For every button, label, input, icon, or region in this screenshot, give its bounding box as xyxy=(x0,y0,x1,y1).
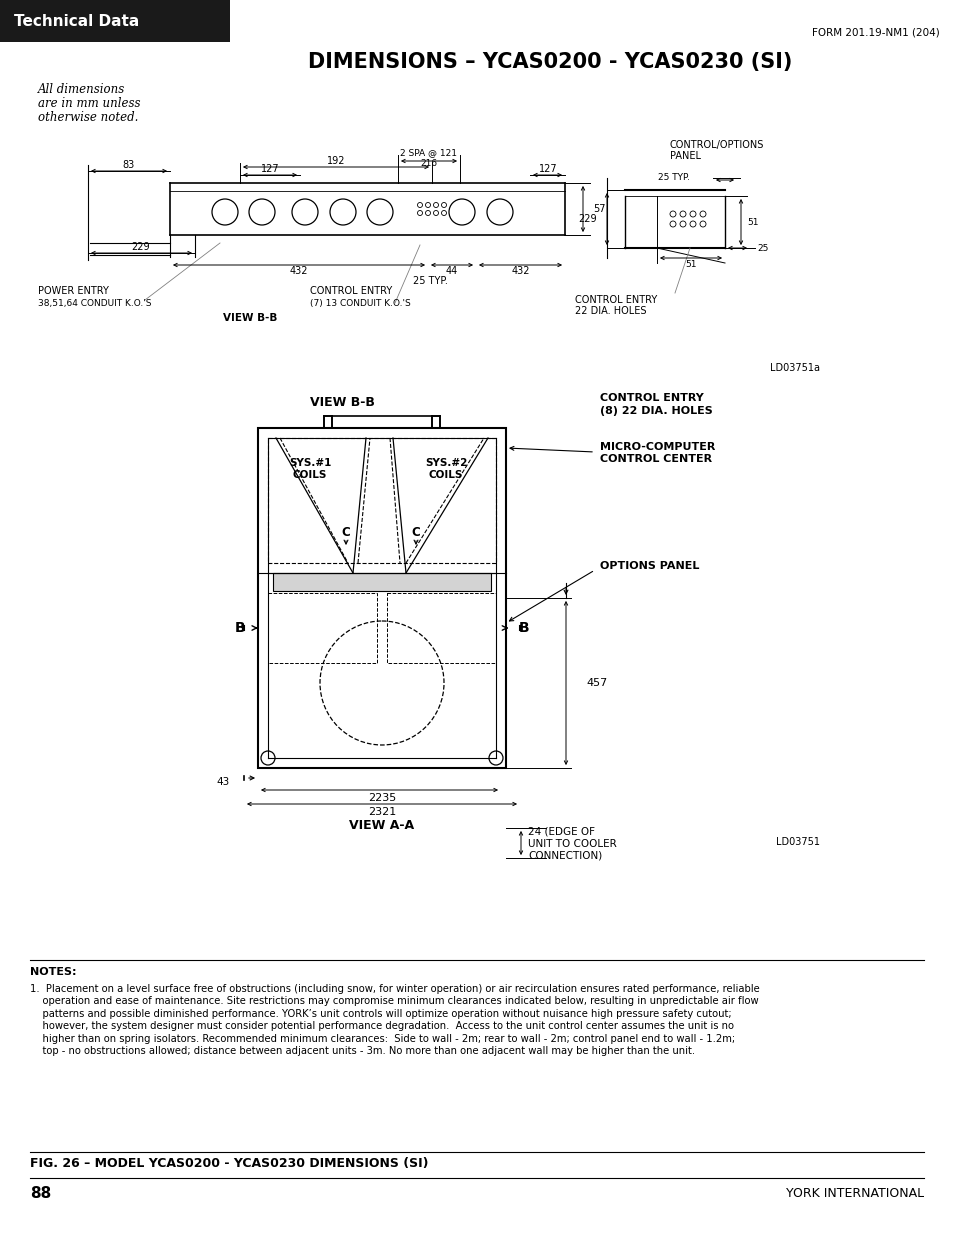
Bar xyxy=(387,593,496,663)
Text: however, the system designer must consider potential performance degradation.  A: however, the system designer must consid… xyxy=(30,1021,733,1031)
Text: LD03751a: LD03751a xyxy=(769,363,820,373)
Bar xyxy=(268,593,376,663)
Text: CONTROL ENTRY: CONTROL ENTRY xyxy=(310,287,392,296)
Text: patterns and possible diminished performance. YORK’s unit controls will optimize: patterns and possible diminished perform… xyxy=(30,1009,731,1019)
Text: FIG. 26 – MODEL YCAS0200 - YCAS0230 DIMENSIONS (SI): FIG. 26 – MODEL YCAS0200 - YCAS0230 DIME… xyxy=(30,1157,428,1171)
Text: OPTIONS PANEL: OPTIONS PANEL xyxy=(599,561,699,571)
Text: 38,51,64 CONDUIT K.O.'S: 38,51,64 CONDUIT K.O.'S xyxy=(38,299,152,308)
Text: operation and ease of maintenance. Site restrictions may compromise minimum clea: operation and ease of maintenance. Site … xyxy=(30,997,758,1007)
Text: VIEW B-B: VIEW B-B xyxy=(223,312,277,324)
Text: 457: 457 xyxy=(585,678,607,688)
Text: (8) 22 DIA. HOLES: (8) 22 DIA. HOLES xyxy=(599,406,712,416)
Bar xyxy=(268,438,496,563)
Text: CONTROL ENTRY: CONTROL ENTRY xyxy=(599,393,703,403)
Text: B: B xyxy=(234,621,245,635)
Text: 2235: 2235 xyxy=(368,793,395,803)
Text: SYS.#1: SYS.#1 xyxy=(289,458,331,468)
Text: COILS: COILS xyxy=(293,471,327,480)
Text: YORK INTERNATIONAL: YORK INTERNATIONAL xyxy=(785,1188,923,1200)
Text: 1.  Placement on a level surface free of obstructions (including snow, for winte: 1. Placement on a level surface free of … xyxy=(30,984,759,994)
Text: 25 TYP.: 25 TYP. xyxy=(658,173,689,182)
Text: All dimensions: All dimensions xyxy=(38,83,125,96)
Text: 127: 127 xyxy=(260,164,279,174)
Text: 432: 432 xyxy=(511,266,530,275)
Text: higher than on spring isolators. Recommended minimum clearances:  Side to wall -: higher than on spring isolators. Recomme… xyxy=(30,1034,735,1044)
Text: CONTROL CENTER: CONTROL CENTER xyxy=(599,454,711,464)
Text: Technical Data: Technical Data xyxy=(14,14,139,28)
Text: SYS.#2: SYS.#2 xyxy=(424,458,467,468)
Text: 57: 57 xyxy=(593,204,605,214)
Text: 2 SPA @ 121: 2 SPA @ 121 xyxy=(400,148,457,158)
Text: 43: 43 xyxy=(216,777,230,787)
Text: 22 DIA. HOLES: 22 DIA. HOLES xyxy=(575,306,646,316)
Text: top - no obstructions allowed; distance between adjacent units - 3m. No more tha: top - no obstructions allowed; distance … xyxy=(30,1046,695,1056)
Text: 192: 192 xyxy=(327,156,345,165)
Text: CONTROL ENTRY: CONTROL ENTRY xyxy=(575,295,657,305)
Text: CONTROL/OPTIONS: CONTROL/OPTIONS xyxy=(669,140,763,149)
Text: are in mm unless: are in mm unless xyxy=(38,98,140,110)
Text: VIEW A-A: VIEW A-A xyxy=(349,820,415,832)
Bar xyxy=(273,573,491,592)
Text: 83: 83 xyxy=(123,161,135,170)
Text: 51: 51 xyxy=(684,259,696,268)
Text: 432: 432 xyxy=(290,266,308,275)
Text: UNIT TO COOLER: UNIT TO COOLER xyxy=(527,839,616,848)
Text: C: C xyxy=(341,526,350,540)
Text: 51: 51 xyxy=(746,217,758,226)
Text: LD03751: LD03751 xyxy=(775,837,820,847)
Bar xyxy=(257,429,505,768)
Text: 216: 216 xyxy=(420,158,437,168)
Text: FORM 201.19-NM1 (204): FORM 201.19-NM1 (204) xyxy=(811,27,939,37)
Text: 24 (EDGE OF: 24 (EDGE OF xyxy=(527,827,595,837)
Text: 229: 229 xyxy=(132,242,151,252)
Text: COILS: COILS xyxy=(428,471,463,480)
Bar xyxy=(324,416,332,429)
Text: 127: 127 xyxy=(538,164,557,174)
Text: C: C xyxy=(411,526,420,540)
Text: MICRO-COMPUTER: MICRO-COMPUTER xyxy=(599,442,715,452)
Text: (7) 13 CONDUIT K.O.'S: (7) 13 CONDUIT K.O.'S xyxy=(310,299,411,308)
Text: 25: 25 xyxy=(757,243,767,252)
Text: CONNECTION): CONNECTION) xyxy=(527,851,601,861)
Text: 44: 44 xyxy=(445,266,457,275)
Text: PANEL: PANEL xyxy=(669,151,700,161)
Text: POWER ENTRY: POWER ENTRY xyxy=(38,287,109,296)
Text: otherwise noted.: otherwise noted. xyxy=(38,111,138,124)
Text: 229: 229 xyxy=(578,214,597,224)
Bar xyxy=(432,416,439,429)
Text: NOTES:: NOTES: xyxy=(30,967,76,977)
Text: 88: 88 xyxy=(30,1187,51,1202)
Text: B: B xyxy=(518,621,529,635)
Text: 2321: 2321 xyxy=(368,806,395,818)
Text: VIEW B-B: VIEW B-B xyxy=(310,396,375,410)
Text: DIMENSIONS – YCAS0200 - YCAS0230 (SI): DIMENSIONS – YCAS0200 - YCAS0230 (SI) xyxy=(308,52,791,72)
Bar xyxy=(0,0,230,42)
Text: 25 TYP.: 25 TYP. xyxy=(412,275,447,287)
